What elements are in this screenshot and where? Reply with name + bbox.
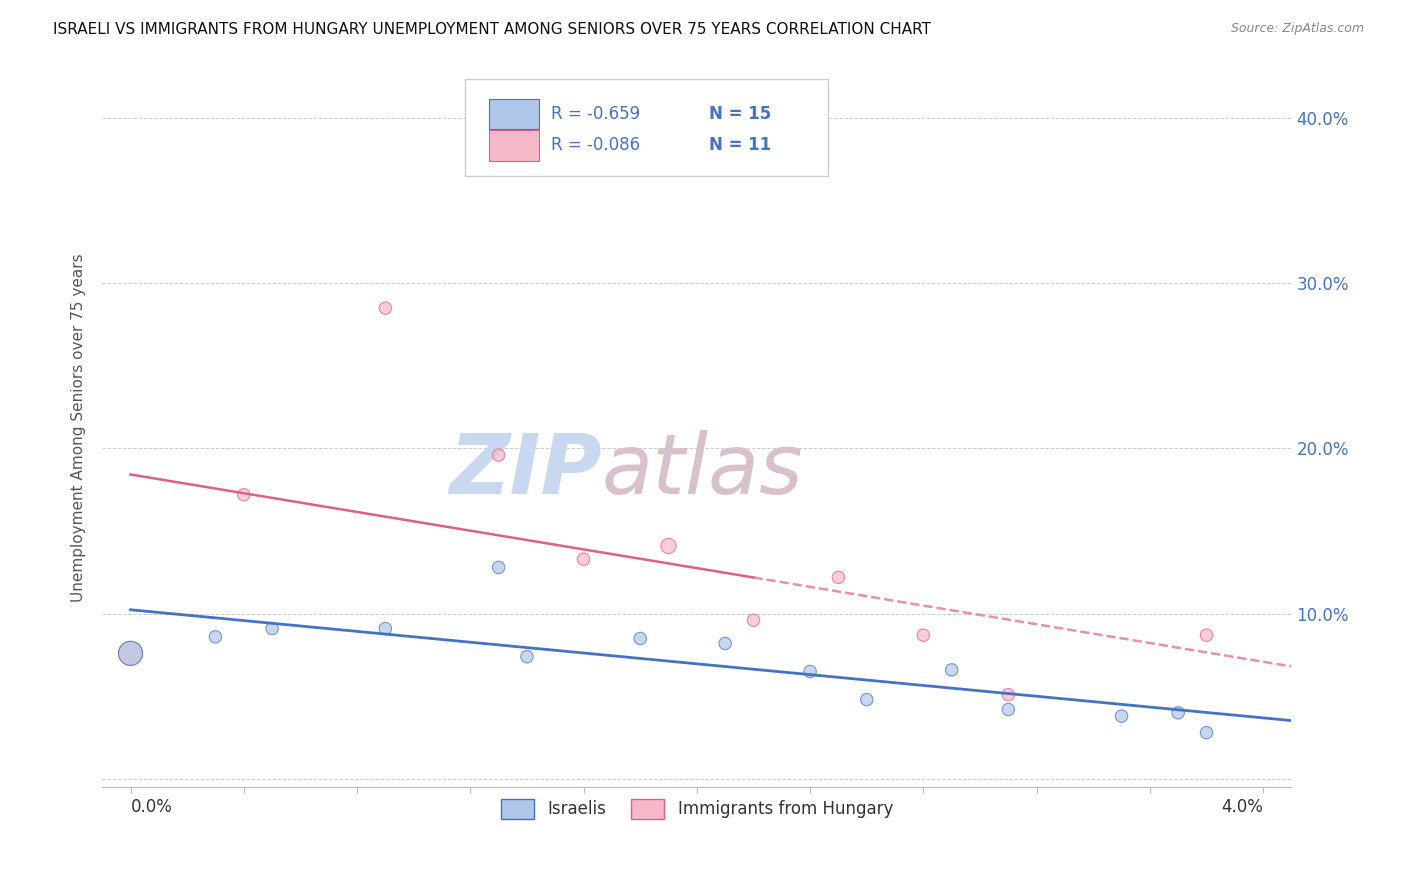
Point [912, 628, 935, 642]
Point [516, 649, 538, 664]
Point [488, 448, 510, 462]
Point [120, 646, 142, 660]
Point [941, 663, 963, 677]
Text: ZIP: ZIP [449, 431, 602, 511]
FancyBboxPatch shape [489, 130, 538, 161]
Point [204, 630, 226, 644]
Point [855, 692, 877, 706]
Point [1195, 725, 1218, 739]
Point [1111, 709, 1133, 723]
Point [657, 539, 679, 553]
FancyBboxPatch shape [489, 99, 538, 128]
Point [827, 570, 849, 584]
Text: Source: ZipAtlas.com: Source: ZipAtlas.com [1230, 22, 1364, 36]
Point [1167, 706, 1189, 720]
Point [1195, 628, 1218, 642]
Point [120, 646, 142, 660]
Point [232, 488, 254, 502]
Point [374, 301, 396, 315]
Point [997, 688, 1019, 702]
FancyBboxPatch shape [465, 79, 828, 177]
Point [714, 636, 737, 650]
Text: 4.0%: 4.0% [1222, 798, 1263, 816]
Point [488, 560, 510, 574]
Point [628, 632, 651, 646]
Point [742, 613, 765, 627]
Text: ISRAELI VS IMMIGRANTS FROM HUNGARY UNEMPLOYMENT AMONG SENIORS OVER 75 YEARS CORR: ISRAELI VS IMMIGRANTS FROM HUNGARY UNEMP… [53, 22, 931, 37]
Point [572, 552, 595, 566]
Point [262, 622, 284, 636]
Text: N = 15: N = 15 [709, 104, 770, 123]
Point [997, 702, 1019, 716]
Y-axis label: Unemployment Among Seniors over 75 years: Unemployment Among Seniors over 75 years [72, 253, 86, 602]
Point [374, 622, 396, 636]
Text: N = 11: N = 11 [709, 136, 770, 154]
Text: atlas: atlas [602, 431, 803, 511]
Text: R = -0.659: R = -0.659 [551, 104, 640, 123]
Legend: Israelis, Immigrants from Hungary: Israelis, Immigrants from Hungary [494, 792, 900, 826]
Point [799, 665, 821, 679]
Text: 0.0%: 0.0% [131, 798, 173, 816]
Text: R = -0.086: R = -0.086 [551, 136, 640, 154]
